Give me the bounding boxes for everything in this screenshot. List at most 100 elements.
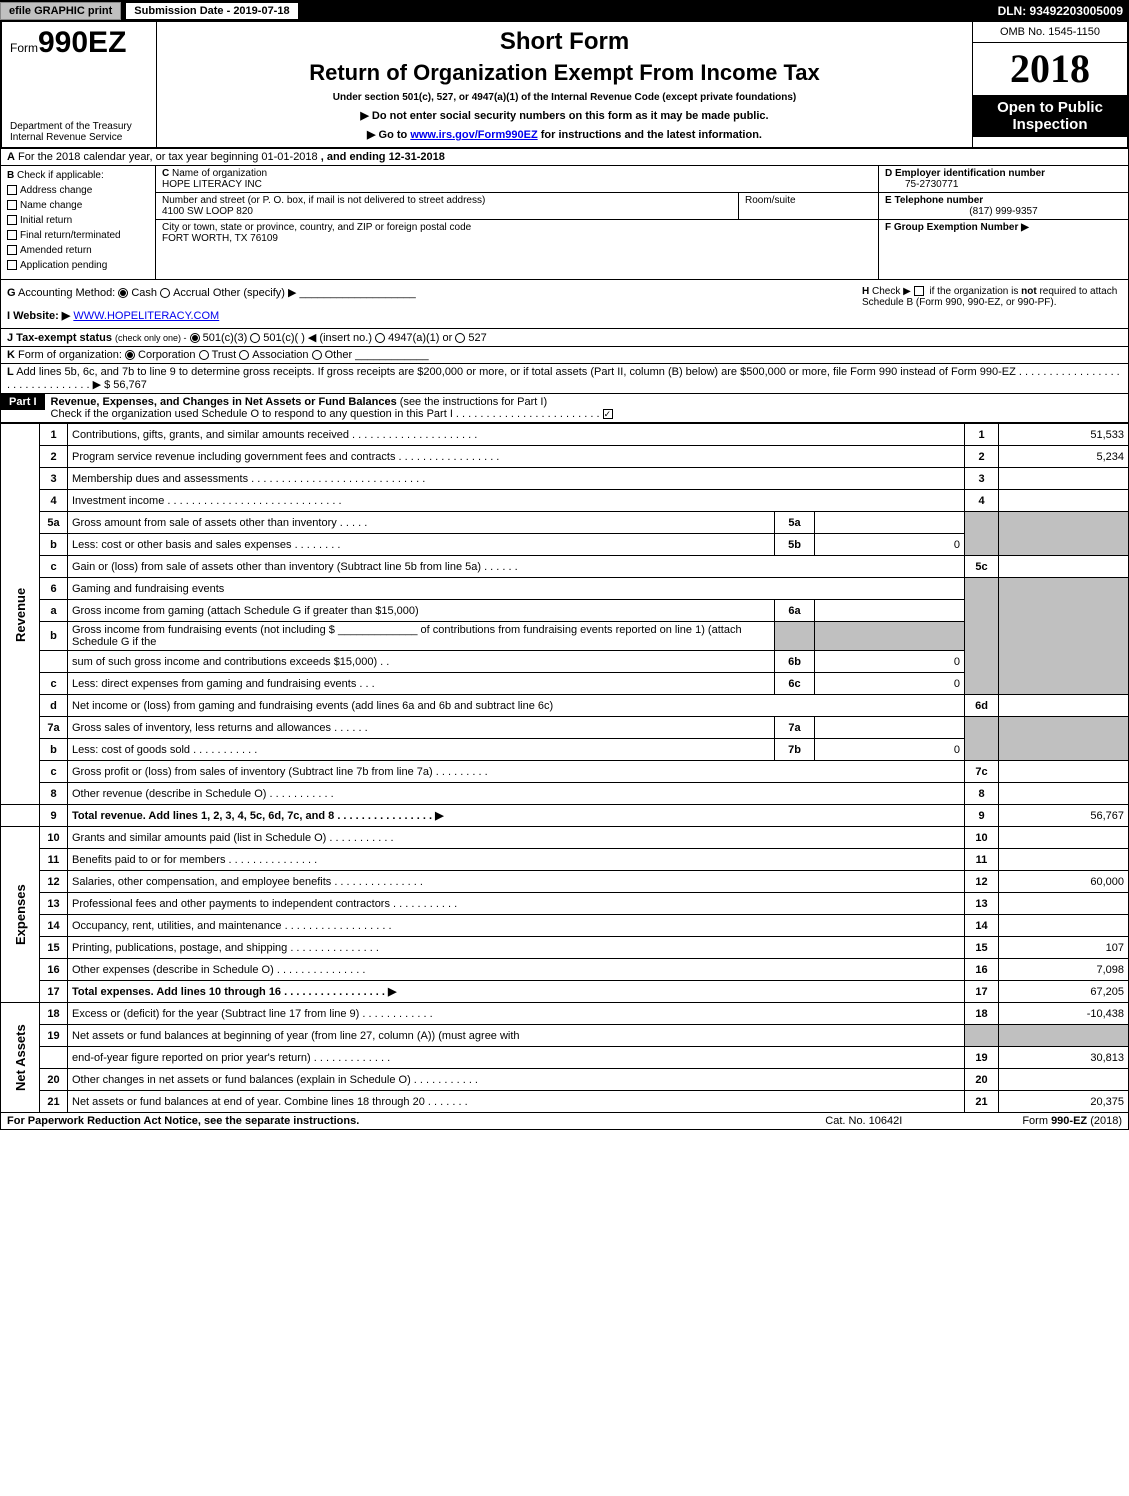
accrual-label: Accrual — [173, 287, 210, 299]
j-opt3: 4947(a)(1) or — [388, 332, 452, 344]
line-amount — [999, 556, 1129, 578]
radio-cash[interactable] — [118, 288, 128, 298]
radio-501c[interactable] — [250, 333, 260, 343]
website-link[interactable]: WWW.HOPELITERACY.COM — [73, 310, 219, 322]
section-l: L Add lines 5b, 6c, and 7b to line 9 to … — [0, 364, 1129, 394]
line-box: 14 — [965, 915, 999, 937]
line-amount: 7,098 — [999, 959, 1129, 981]
line-desc: Occupancy, rent, utilities, and maintena… — [68, 915, 965, 937]
line-box: 10 — [965, 827, 999, 849]
line-amount: 107 — [999, 937, 1129, 959]
section-k-label: K — [7, 349, 15, 361]
check-amended[interactable]: Amended return — [7, 245, 149, 256]
j-opt4: 527 — [468, 332, 486, 344]
line-desc: Other changes in net assets or fund bala… — [68, 1069, 965, 1091]
line-num: 6 — [40, 578, 68, 600]
section-d-label: D Employer identification number — [885, 168, 1045, 179]
shaded-cell — [775, 622, 815, 651]
line-desc: Less: cost of goods sold . . . . . . . .… — [68, 739, 775, 761]
shaded-cell — [965, 1025, 999, 1047]
k-opt-1: Trust — [212, 349, 237, 361]
line-amount — [999, 915, 1129, 937]
mid-box: 6c — [775, 673, 815, 695]
mid-amount: 0 — [815, 534, 965, 556]
line-num: b — [40, 534, 68, 556]
section-g: G Accounting Method: Cash Accrual Other … — [7, 286, 862, 299]
radio-4947[interactable] — [375, 333, 385, 343]
line-num: c — [40, 673, 68, 695]
info-grid: B Check if applicable: Address change Na… — [0, 166, 1129, 280]
check-address-change[interactable]: Address change — [7, 185, 149, 196]
mid-amount — [815, 512, 965, 534]
line-8: 8 Other revenue (describe in Schedule O)… — [1, 783, 1129, 805]
section-b: B Check if applicable: Address change Na… — [1, 166, 156, 279]
line-amount: 5,234 — [999, 446, 1129, 468]
efile-print-button[interactable]: efile GRAPHIC print — [0, 2, 121, 20]
line-num — [40, 651, 68, 673]
line-num: b — [40, 622, 68, 651]
radio-other[interactable] — [312, 350, 322, 360]
line-desc: Gross income from gaming (attach Schedul… — [68, 600, 775, 622]
open-to-public: Open to Public Inspection — [973, 95, 1127, 137]
line-7b: b Less: cost of goods sold . . . . . . .… — [1, 739, 1129, 761]
org-name: HOPE LITERACY INC — [162, 179, 262, 190]
line-num: b — [40, 739, 68, 761]
line-7a: 7a Gross sales of inventory, less return… — [1, 717, 1129, 739]
line-desc: Grants and similar amounts paid (list in… — [68, 827, 965, 849]
shaded-cell — [965, 512, 999, 556]
radio-assoc[interactable] — [239, 350, 249, 360]
checkbox-h[interactable] — [914, 286, 924, 296]
radio-527[interactable] — [455, 333, 465, 343]
check-label: Amended return — [20, 245, 92, 256]
mid-amount — [815, 600, 965, 622]
section-h: H Check ▶ if the organization is not req… — [862, 286, 1122, 322]
revenue-side-label: Revenue — [1, 424, 40, 805]
section-b-check-if: Check if applicable: — [17, 170, 104, 181]
lines-table: Revenue 1 Contributions, gifts, grants, … — [0, 423, 1129, 1113]
part1-checkbox[interactable] — [603, 409, 613, 419]
line-6c: c Less: direct expenses from gaming and … — [1, 673, 1129, 695]
check-initial-return[interactable]: Initial return — [7, 215, 149, 226]
radio-corp[interactable] — [125, 350, 135, 360]
section-c-label: C — [162, 168, 169, 179]
line-desc: Benefits paid to or for members . . . . … — [68, 849, 965, 871]
radio-501c3[interactable] — [190, 333, 200, 343]
check-final-return[interactable]: Final return/terminated — [7, 230, 149, 241]
check-label: Name change — [20, 200, 82, 211]
section-i-label: I Website: ▶ — [7, 310, 70, 322]
shaded-cell — [999, 578, 1129, 695]
check-pending[interactable]: Application pending — [7, 260, 149, 271]
line-17: 17 Total expenses. Add lines 10 through … — [1, 981, 1129, 1003]
line-desc: sum of such gross income and contributio… — [68, 651, 775, 673]
line-num: 3 — [40, 468, 68, 490]
radio-trust[interactable] — [199, 350, 209, 360]
line-4: 4 Investment income . . . . . . . . . . … — [1, 490, 1129, 512]
line-num: 1 — [40, 424, 68, 446]
room-suite-cell: Room/suite — [738, 193, 878, 219]
section-e: E Telephone number (817) 999-9357 — [879, 193, 1128, 220]
line-desc: Total expenses. Add lines 10 through 16 … — [68, 981, 965, 1003]
section-j-note: (check only one) - — [115, 333, 187, 343]
line-6b2: sum of such gross income and contributio… — [1, 651, 1129, 673]
line-num: c — [40, 556, 68, 578]
radio-accrual[interactable] — [160, 288, 170, 298]
addr-value: 4100 SW LOOP 820 — [162, 206, 253, 217]
check-name-change[interactable]: Name change — [7, 200, 149, 211]
line-desc: Program service revenue including govern… — [68, 446, 965, 468]
check-label: Address change — [20, 185, 92, 196]
section-l-label: L — [7, 366, 14, 378]
mid-amount — [815, 717, 965, 739]
irs-link[interactable]: www.irs.gov/Form990EZ — [410, 129, 537, 141]
checkbox-icon — [7, 260, 17, 270]
section-c: C Name of organization HOPE LITERACY INC… — [156, 166, 878, 279]
line-desc: Excess or (deficit) for the year (Subtra… — [68, 1003, 965, 1025]
line-desc: Investment income . . . . . . . . . . . … — [68, 490, 965, 512]
mid-amount: 0 — [815, 651, 965, 673]
section-h-check: Check ▶ — [872, 286, 911, 297]
section-e-label: E Telephone number — [885, 195, 983, 206]
checkbox-icon — [7, 200, 17, 210]
line-14: 14 Occupancy, rent, utilities, and maint… — [1, 915, 1129, 937]
line-5c: c Gain or (loss) from sale of assets oth… — [1, 556, 1129, 578]
line-3: 3 Membership dues and assessments . . . … — [1, 468, 1129, 490]
row-a-ending: , and ending 12-31-2018 — [321, 151, 445, 163]
